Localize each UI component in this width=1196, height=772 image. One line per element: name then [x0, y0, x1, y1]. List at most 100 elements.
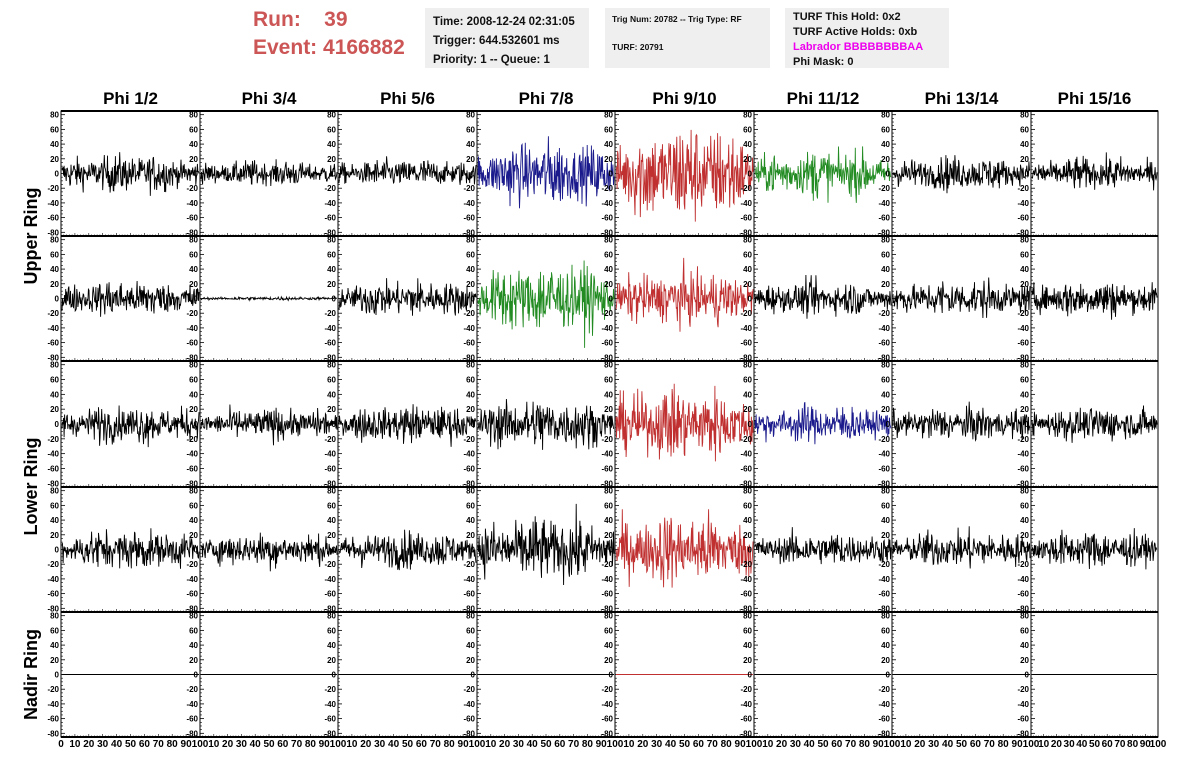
x-tick-label: 20 [360, 739, 372, 750]
y-tick-label: -40 [740, 700, 752, 709]
ring-label: Upper Ring [21, 188, 41, 285]
waveform-trace [754, 401, 892, 445]
y-tick-label: -20 [878, 435, 890, 444]
y-tick-label: 80 [466, 487, 475, 496]
y-tick-label: 80 [327, 361, 336, 370]
y-tick-label: -60 [878, 715, 890, 724]
waveform-trace [1031, 405, 1158, 443]
y-tick-label: -40 [1017, 575, 1029, 584]
y-tick-label: 80 [189, 111, 198, 120]
run-number: Run: 39 [253, 8, 348, 31]
y-tick-label: 0 [332, 170, 337, 179]
waveform-trace [615, 129, 754, 222]
y-tick-label: -80 [878, 353, 890, 362]
x-tick-label: 20 [637, 739, 649, 750]
x-tick-label: 80 [1127, 739, 1139, 750]
y-tick-label: -60 [324, 590, 336, 599]
y-tick-label: -80 [463, 729, 475, 738]
y-tick-label: -40 [186, 575, 198, 584]
x-tick-label: 50 [679, 739, 691, 750]
y-tick-label: -20 [1017, 685, 1029, 694]
y-tick-label: 60 [881, 501, 890, 510]
y-tick-label: -60 [463, 339, 475, 348]
column-title: Phi 13/14 [925, 89, 999, 108]
y-tick-label: 40 [1020, 390, 1029, 399]
waveform-trace [892, 155, 1031, 194]
y-tick-label: -60 [463, 464, 475, 473]
y-tick-label: 20 [743, 656, 752, 665]
y-tick-label: 40 [881, 516, 890, 525]
y-tick-label: 80 [466, 612, 475, 621]
y-tick-label: 60 [466, 376, 475, 385]
y-tick-label: 20 [604, 405, 613, 414]
y-tick-label: 80 [604, 236, 613, 245]
y-tick-label: -40 [324, 199, 336, 208]
y-tick-label: 40 [743, 641, 752, 650]
y-tick-label: 80 [327, 111, 336, 120]
y-tick-label: 0 [471, 546, 476, 555]
y-tick-label: -80 [1017, 479, 1029, 488]
y-tick-label: 0 [1025, 546, 1030, 555]
column-title: Phi 11/12 [787, 89, 860, 108]
x-tick-label: 50 [263, 739, 275, 750]
waveform-trace [61, 152, 200, 196]
y-tick-label: -20 [47, 685, 59, 694]
y-tick-label: -40 [47, 450, 59, 459]
y-tick-label: -20 [601, 685, 613, 694]
y-tick-label: -60 [1017, 715, 1029, 724]
y-tick-label: -40 [463, 324, 475, 333]
trigger-text: Trigger: 644.532601 ms [433, 35, 560, 47]
y-tick-label: 40 [327, 516, 336, 525]
y-tick-label: 80 [1020, 236, 1029, 245]
y-tick-label: -20 [324, 309, 336, 318]
x-tick-label: 30 [97, 739, 109, 750]
y-tick-label: 80 [604, 612, 613, 621]
x-tick-label: 40 [388, 739, 400, 750]
y-tick-label: 20 [743, 531, 752, 540]
y-tick-label: -60 [186, 464, 198, 473]
y-tick-label: -60 [186, 590, 198, 599]
x-tick-label: 10 [900, 739, 912, 750]
y-tick-label: 20 [466, 405, 475, 414]
y-tick-label: 60 [50, 250, 59, 259]
x-tick-label: 70 [707, 739, 719, 750]
y-tick-label: 40 [743, 516, 752, 525]
y-tick-label: -80 [463, 479, 475, 488]
y-tick-label: 0 [55, 170, 60, 179]
y-tick-label: 80 [881, 111, 890, 120]
y-tick-label: 0 [609, 671, 614, 680]
y-tick-label: -40 [324, 324, 336, 333]
y-tick-label: 0 [748, 420, 753, 429]
y-tick-label: 40 [743, 265, 752, 274]
x-tick-label: 30 [1064, 739, 1076, 750]
y-tick-label: 40 [50, 140, 59, 149]
y-tick-label: -60 [47, 715, 59, 724]
y-tick-label: -40 [324, 575, 336, 584]
y-tick-label: 20 [1020, 280, 1029, 289]
y-tick-label: 60 [189, 501, 198, 510]
x-tick-label: 70 [153, 739, 165, 750]
y-tick-label: -20 [601, 560, 613, 569]
waveform-trace [1031, 528, 1158, 570]
y-tick-label: -20 [878, 184, 890, 193]
y-tick-label: 60 [50, 125, 59, 134]
y-tick-label: -80 [47, 228, 59, 237]
y-tick-label: -20 [186, 685, 198, 694]
y-tick-label: 40 [1020, 265, 1029, 274]
x-tick-label: 100 [607, 739, 624, 750]
y-tick-label: 60 [327, 125, 336, 134]
y-tick-label: 20 [327, 280, 336, 289]
waveform-trace [200, 295, 337, 302]
y-tick-label: -40 [878, 324, 890, 333]
x-tick-label: 80 [444, 739, 456, 750]
column-title: Phi 1/2 [103, 89, 158, 108]
x-tick-label: 40 [804, 739, 816, 750]
x-tick-label: 40 [250, 739, 262, 750]
x-tick-label: 10 [762, 739, 774, 750]
y-tick-label: 0 [1025, 295, 1030, 304]
y-tick-label: 80 [189, 612, 198, 621]
y-tick-label: 0 [609, 420, 614, 429]
y-tick-label: 60 [604, 501, 613, 510]
y-tick-label: -80 [740, 228, 752, 237]
y-tick-label: -80 [186, 729, 198, 738]
